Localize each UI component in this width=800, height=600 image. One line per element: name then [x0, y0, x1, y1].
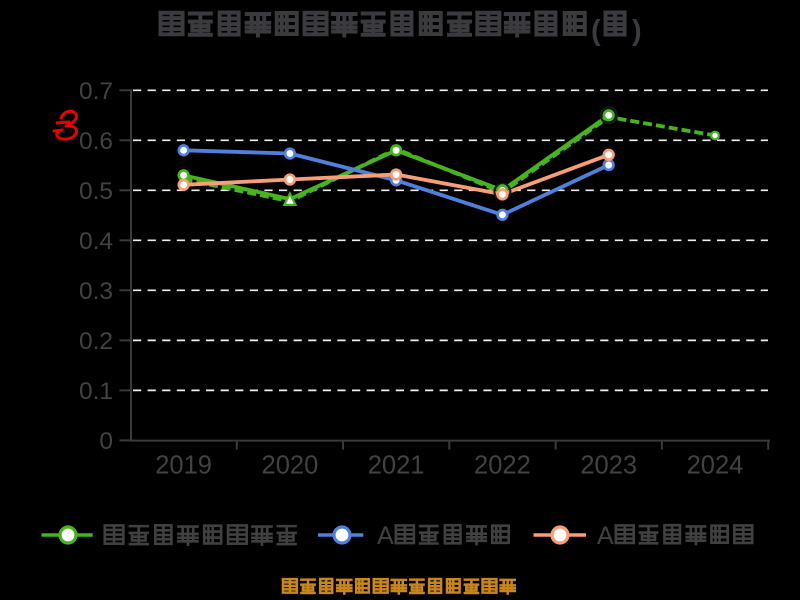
- svg-text:2022: 2022: [474, 452, 531, 480]
- svg-text:2019: 2019: [155, 452, 212, 480]
- svg-text:A: A: [597, 522, 614, 550]
- svg-text:0.2: 0.2: [79, 328, 113, 355]
- svg-text:A: A: [377, 522, 394, 550]
- svg-text:2024: 2024: [687, 452, 744, 480]
- svg-text:0: 0: [99, 428, 113, 455]
- svg-text:): ): [632, 15, 642, 47]
- svg-text:(: (: [591, 15, 601, 47]
- svg-text:0.3: 0.3: [79, 278, 113, 305]
- svg-text:2020: 2020: [262, 452, 319, 480]
- svg-text:0.4: 0.4: [79, 228, 113, 255]
- svg-text:2021: 2021: [368, 452, 425, 480]
- svg-text:0.1: 0.1: [79, 378, 113, 405]
- svg-text:0.7: 0.7: [79, 78, 113, 105]
- svg-text:2023: 2023: [580, 452, 637, 480]
- svg-text:0.6: 0.6: [79, 128, 113, 155]
- svg-text:0.5: 0.5: [79, 178, 113, 205]
